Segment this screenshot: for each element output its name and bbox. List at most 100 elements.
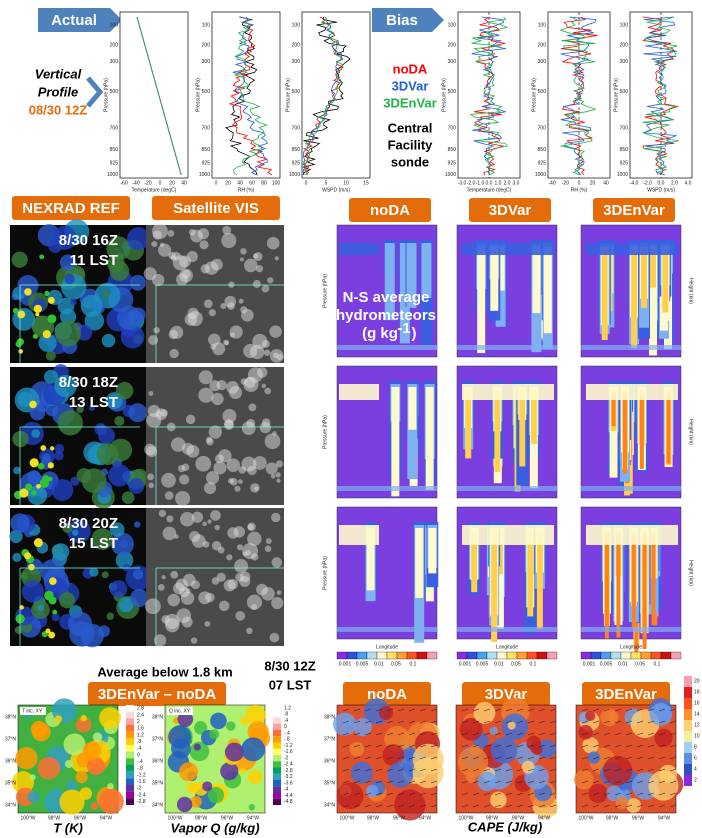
radar-echo xyxy=(10,513,30,533)
cloud xyxy=(152,223,168,239)
cloud xyxy=(148,391,153,396)
cloud xyxy=(205,621,211,627)
colorbar-cell xyxy=(347,652,357,659)
cloud xyxy=(254,252,263,261)
label: 100°W xyxy=(578,815,593,821)
label: 5 xyxy=(325,180,328,186)
radar-core xyxy=(43,330,51,338)
anvil xyxy=(339,243,379,255)
cloud xyxy=(148,482,154,488)
label: Temperature (degC) xyxy=(132,187,177,193)
increment-blob xyxy=(107,783,113,789)
label: 0 xyxy=(137,752,140,758)
increment-blob xyxy=(240,716,249,725)
radar-echo xyxy=(123,564,131,572)
label: Pressure (hPa) xyxy=(613,78,619,112)
label: 700 xyxy=(292,126,301,132)
hydrometeor-plume xyxy=(651,534,655,625)
hydrometeor-plume xyxy=(391,387,399,496)
radar-core xyxy=(28,564,35,571)
colorbar-cell xyxy=(126,772,134,779)
label: 15 LST xyxy=(69,535,118,552)
radar-echo xyxy=(54,451,63,460)
cloud xyxy=(212,342,225,355)
label: noDA xyxy=(393,61,428,76)
radar-core xyxy=(24,288,31,295)
cloud xyxy=(250,483,260,493)
radar-core xyxy=(40,445,46,451)
cape-blob xyxy=(578,725,593,740)
radar-echo xyxy=(89,568,98,577)
label: .4 xyxy=(137,746,141,752)
cape-blob xyxy=(458,747,488,777)
cloud xyxy=(167,230,174,237)
label: -3.0 xyxy=(458,180,467,186)
cloud xyxy=(240,306,247,313)
cloud xyxy=(146,413,161,428)
cloud xyxy=(166,515,173,522)
cloud xyxy=(158,584,165,591)
cloud xyxy=(215,525,221,531)
cloud xyxy=(204,299,213,308)
cloud xyxy=(199,240,208,249)
label: 500 xyxy=(110,89,119,95)
cape-blob xyxy=(413,744,444,775)
label: -20 xyxy=(562,180,569,186)
hydrometeor-plume xyxy=(415,528,423,598)
boundary-layer xyxy=(581,345,681,350)
label: 1.2 xyxy=(137,732,144,738)
radar-core xyxy=(44,291,49,296)
label: 96°W xyxy=(632,815,645,821)
cloud xyxy=(180,512,194,526)
label: -40 xyxy=(132,180,139,186)
cloud xyxy=(198,228,209,239)
increment-blob xyxy=(99,789,124,814)
label: 700 xyxy=(202,126,211,132)
colorbar-cell xyxy=(126,758,134,765)
colorbar-cell xyxy=(273,711,281,717)
increment-blob xyxy=(81,715,87,721)
cloud xyxy=(182,464,190,472)
label: Pressure (hPa) xyxy=(285,78,291,112)
cloud xyxy=(224,579,236,591)
cloud xyxy=(199,370,213,384)
cloud xyxy=(270,349,284,363)
label: 96°W xyxy=(393,815,406,821)
boundary-layer xyxy=(457,345,557,350)
cloud xyxy=(191,637,197,643)
colorbar-cell xyxy=(126,792,134,799)
label: 1.6 xyxy=(137,726,144,732)
cloud xyxy=(277,590,282,595)
label: 4.0 xyxy=(685,180,692,186)
radar-echo xyxy=(12,553,21,562)
radar-echo xyxy=(128,478,144,494)
label: 94°W xyxy=(100,815,113,821)
radar-echo xyxy=(12,431,28,447)
colorbar-cell xyxy=(273,736,281,742)
boundary-layer xyxy=(457,627,557,632)
label: 200 xyxy=(448,43,457,49)
cloud xyxy=(230,478,238,486)
cape-blob xyxy=(474,702,496,724)
label: 3DEnVar – noDA xyxy=(98,686,217,703)
radar-echo xyxy=(107,613,115,621)
cloud xyxy=(170,571,178,579)
radar-echo xyxy=(95,423,107,435)
cloud xyxy=(248,367,263,382)
boundary-layer xyxy=(581,627,681,632)
colorbar-cell xyxy=(126,798,134,805)
cloud xyxy=(187,251,198,262)
colorbar-cell xyxy=(517,652,527,659)
label: 36°N xyxy=(5,758,17,764)
radar-echo xyxy=(31,429,40,438)
cloud xyxy=(244,259,258,273)
label: 1000 xyxy=(199,172,210,178)
label: -.8 xyxy=(284,737,290,743)
label: RH (%) xyxy=(571,187,588,193)
label: -40 xyxy=(548,180,555,186)
cloud xyxy=(206,437,212,443)
radar-core xyxy=(48,462,54,468)
colorbar-cell xyxy=(601,652,611,659)
label: 1000 xyxy=(107,172,118,178)
colorbar-cell xyxy=(357,652,367,659)
